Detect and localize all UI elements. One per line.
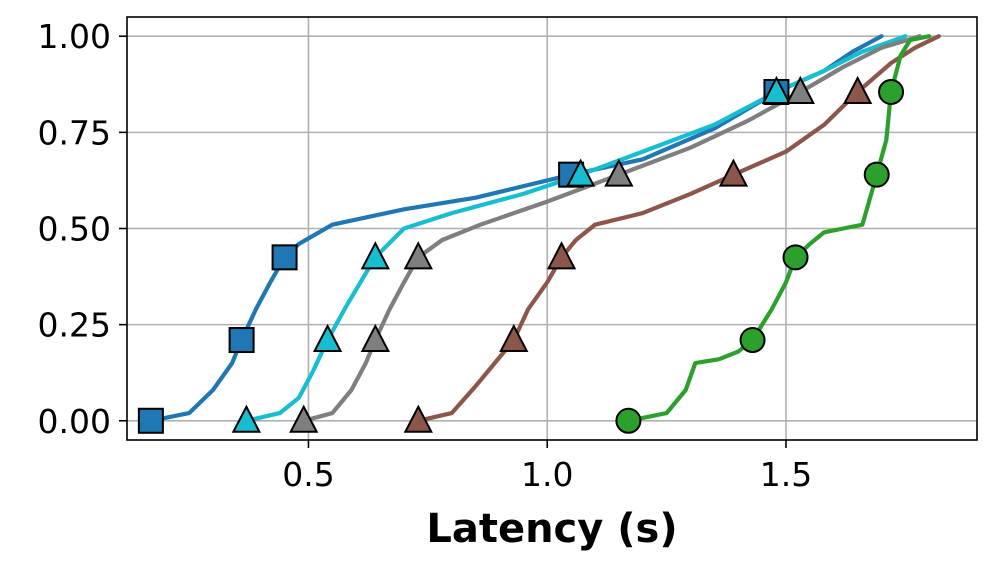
triangle-marker xyxy=(312,323,343,353)
triangle-marker xyxy=(842,75,873,104)
triangle-marker xyxy=(718,158,749,187)
series-line-1 xyxy=(244,34,908,423)
y-tick-label: 0.00 xyxy=(38,402,111,441)
y-axis-ticks: 0.00 0.25 0.50 0.75 1.00 xyxy=(38,17,127,441)
triangle-marker xyxy=(761,75,792,104)
x-axis-label: Latency (s) xyxy=(426,506,677,552)
square-marker xyxy=(271,244,298,271)
x-tick-label: 0.5 xyxy=(282,455,334,494)
triangle-marker xyxy=(785,75,815,104)
y-tick-label: 0.50 xyxy=(38,210,111,249)
triangle-marker xyxy=(499,323,529,353)
x-axis-ticks: 0.5 1.0 1.5 xyxy=(282,440,812,494)
triangle-marker xyxy=(546,241,577,270)
series-markers xyxy=(137,75,905,434)
triangle-marker xyxy=(360,241,390,270)
square-marker xyxy=(228,327,255,354)
triangle-marker xyxy=(360,323,390,353)
triangle-marker xyxy=(566,158,596,187)
y-tick-label: 1.00 xyxy=(38,17,111,56)
x-tick-label: 1.5 xyxy=(760,455,812,494)
triangle-marker xyxy=(403,241,433,270)
series-line-2 xyxy=(301,34,922,423)
circle-marker xyxy=(739,327,766,354)
triangle-marker xyxy=(289,404,319,433)
x-tick-label: 1.0 xyxy=(521,455,573,494)
y-tick-label: 0.25 xyxy=(38,306,111,345)
circle-marker xyxy=(878,78,905,105)
triangle-marker xyxy=(403,404,433,433)
circle-marker xyxy=(863,161,890,188)
triangle-marker xyxy=(604,158,634,187)
y-tick-label: 0.75 xyxy=(38,113,111,152)
circle-marker xyxy=(615,407,642,434)
triangle-marker xyxy=(231,404,262,433)
square-marker xyxy=(137,407,164,434)
circle-marker xyxy=(782,244,809,271)
